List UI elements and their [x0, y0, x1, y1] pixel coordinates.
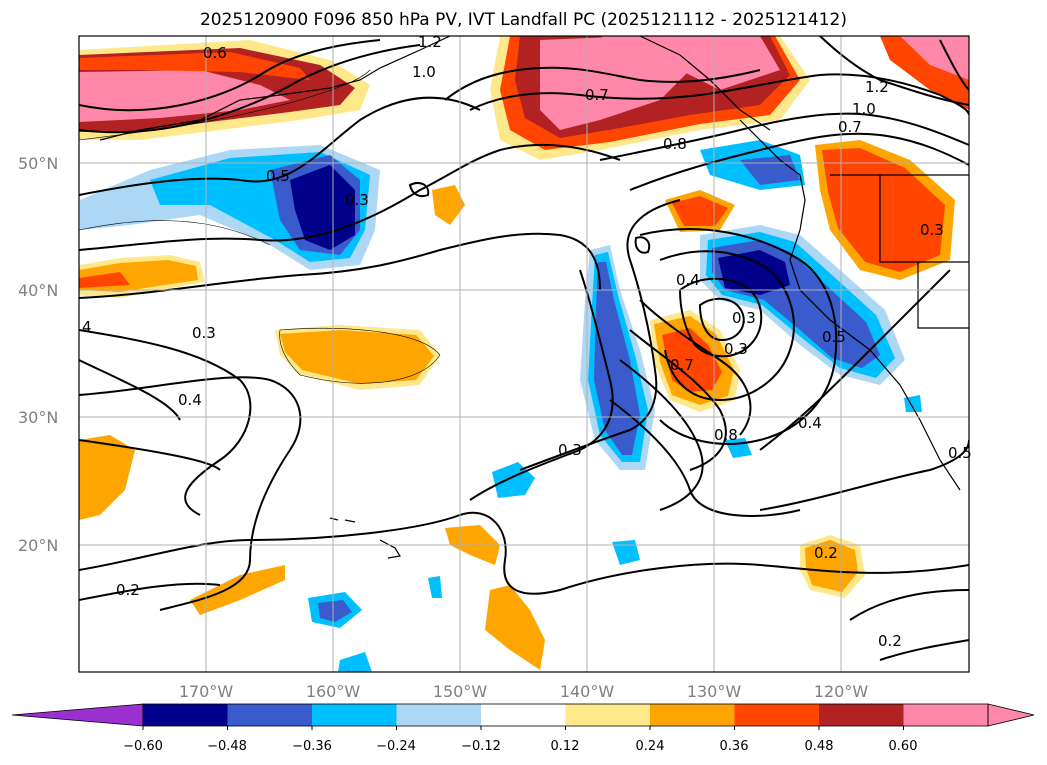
lon-label: 120°W — [814, 682, 869, 701]
colorbar-segment — [819, 704, 904, 726]
contour-label: 0.5 — [266, 167, 290, 185]
contour-label: 0.4 — [798, 414, 822, 432]
colorbar-segment — [143, 704, 228, 726]
contour-label: 1.2 — [418, 33, 442, 51]
longitude-labels: 170°W 160°W 150°W 140°W 130°W 120°W — [179, 682, 869, 701]
contour-label: 1.0 — [852, 100, 876, 118]
contour-label: 0.3 — [724, 340, 748, 358]
contour-label: 0.3 — [345, 191, 369, 209]
colorbar-tick-label: 0.24 — [636, 739, 665, 754]
contour-label: 0.8 — [714, 426, 738, 444]
colorbar-extend-max — [987, 703, 1035, 727]
contour-label: 0.7 — [585, 86, 609, 104]
map-fields — [79, 36, 969, 672]
colorbar-tick-label: −0.36 — [292, 739, 332, 754]
colorbar-extend-min — [11, 703, 144, 727]
contour-label: 0.7 — [838, 118, 862, 136]
colorbar — [11, 703, 1035, 730]
colorbar-segment — [396, 704, 482, 726]
contour-label: 0.2 — [116, 581, 140, 599]
colorbar-tick-label: −0.12 — [461, 739, 501, 754]
map-title: 2025120900 F096 850 hPa PV, IVT Landfall… — [199, 10, 847, 30]
pv-contours — [79, 36, 969, 661]
colorbar-tick-label: −0.60 — [123, 739, 163, 754]
colorbar-segment — [312, 704, 397, 726]
lon-label: 170°W — [179, 682, 234, 701]
contour-label: 0.3 — [558, 441, 582, 459]
contour-label: 0.6 — [203, 44, 227, 62]
contour-label: 4 — [82, 318, 92, 336]
lon-label: 130°W — [687, 682, 742, 701]
colorbar-segment — [903, 704, 988, 726]
lon-label: 140°W — [560, 682, 615, 701]
contour-label: 0.2 — [878, 632, 902, 650]
lat-label: 30°N — [18, 408, 58, 427]
colorbar-tick-label: −0.48 — [207, 739, 247, 754]
contour-label: 0.3 — [920, 221, 944, 239]
contour-label: 0.4 — [178, 391, 202, 409]
contour-label: 0.8 — [663, 135, 687, 153]
map-frame — [78, 35, 970, 673]
lat-label: 40°N — [18, 281, 58, 300]
contour-labels: 0.6 1.2 1.0 0.7 0.8 1.2 1.0 0.7 0.5 0.4 … — [82, 33, 972, 650]
thin-contours — [79, 69, 441, 384]
colorbar-segment — [734, 704, 820, 726]
lon-label: 160°W — [306, 682, 361, 701]
contour-label: 0.5 — [948, 444, 972, 462]
contour-label: 0.4 — [676, 271, 700, 289]
colorbar-segment — [650, 704, 735, 726]
lon-label: 150°W — [433, 682, 488, 701]
contour-label: 0.7 — [670, 356, 694, 374]
latitude-labels: 50°N 40°N 30°N 20°N — [18, 154, 58, 555]
colorbar-tick-labels: −0.60 −0.48 −0.36 −0.24 −0.12 0.12 0.24 … — [123, 739, 917, 754]
contour-label: 0.2 — [814, 544, 838, 562]
contour-label: 1.0 — [412, 63, 436, 81]
colorbar-tick-label: 0.48 — [805, 739, 834, 754]
colorbar-segment — [227, 704, 313, 726]
contour-label: 0.3 — [192, 324, 216, 342]
colorbar-tick-label: 0.60 — [889, 739, 918, 754]
contour-label: 0.5 — [822, 328, 846, 346]
colorbar-tick-label: 0.36 — [720, 739, 749, 754]
colorbar-tick-label: 0.12 — [551, 739, 580, 754]
colorbar-segment — [481, 704, 566, 726]
contour-label: 0.3 — [732, 309, 756, 327]
graticule — [79, 36, 969, 672]
lat-label: 20°N — [18, 536, 58, 555]
lat-label: 50°N — [18, 154, 58, 173]
contour-label: 1.2 — [865, 78, 889, 96]
colorbar-segment — [565, 704, 651, 726]
colorbar-tick-label: −0.24 — [376, 739, 416, 754]
